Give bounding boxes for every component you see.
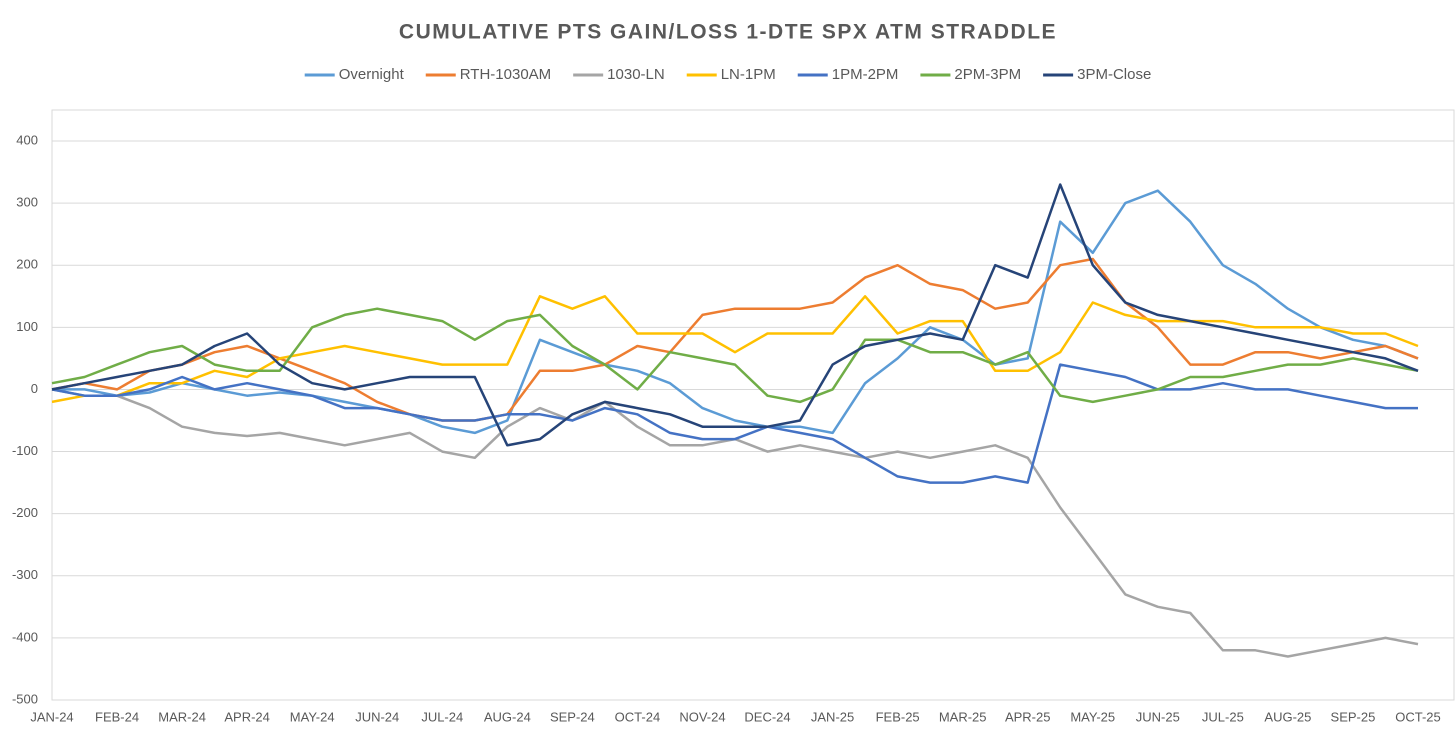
- legend-label: Overnight: [339, 66, 405, 83]
- y-tick-label: 100: [16, 319, 38, 334]
- y-tick-label: -300: [12, 567, 38, 582]
- series-line: [51, 307, 1419, 404]
- legend-label: 1030-LN: [607, 66, 665, 83]
- legend: Overnight RTH-1030AM 1030-LN LN-1PM 1PM-2PM 2…: [304, 66, 1151, 83]
- x-tick-label: MAY-24: [290, 709, 335, 724]
- x-tick-label: MAR-25: [939, 709, 987, 724]
- chart-title: CUMULATIVE PTS GAIN/LOSS 1-DTE SPX ATM S…: [399, 21, 1057, 44]
- series-line: [51, 363, 1418, 484]
- y-tick-label: 400: [16, 132, 38, 147]
- y-tick-label: 200: [16, 257, 38, 272]
- legend-label: 3PM-Close: [1077, 66, 1151, 83]
- x-tick-label: AUG-24: [484, 709, 531, 724]
- y-tick-label: 0: [31, 381, 38, 396]
- y-tick-label: -400: [12, 629, 38, 644]
- x-tick-label: JUL-25: [1202, 709, 1244, 724]
- legend-label: 2PM-3PM: [954, 66, 1021, 83]
- x-tick-label: JUN-24: [355, 709, 399, 724]
- x-tick-label: NOV-24: [679, 709, 725, 724]
- legend-label: RTH-1030AM: [460, 66, 551, 83]
- x-tick-label: JUN-25: [1136, 709, 1180, 724]
- x-tick-label: FEB-25: [876, 709, 920, 724]
- x-tick-label: OCT-24: [615, 709, 661, 724]
- x-tick-label: APR-24: [224, 709, 270, 724]
- x-tick-label: MAR-24: [158, 709, 206, 724]
- series-line: [52, 189, 1419, 435]
- x-tick-label: APR-25: [1005, 709, 1051, 724]
- x-tick-label: JAN-25: [811, 709, 854, 724]
- x-tick-label: MAY-25: [1070, 709, 1115, 724]
- x-tick-label: AUG-25: [1264, 709, 1311, 724]
- x-tick-label: OCT-25: [1395, 709, 1441, 724]
- x-tick-label: JUL-24: [421, 709, 463, 724]
- y-tick-label: -100: [12, 443, 38, 458]
- legend-label: 1PM-2PM: [832, 66, 899, 83]
- y-tick-label: -200: [12, 505, 38, 520]
- x-tick-label: SEP-25: [1331, 709, 1376, 724]
- x-tick-label: DEC-24: [744, 709, 790, 724]
- y-tick-label: -500: [12, 691, 38, 706]
- series-line: [51, 183, 1419, 447]
- x-tick-label: FEB-24: [95, 709, 139, 724]
- y-tick-label: 300: [16, 195, 38, 210]
- x-tick-label: JAN-24: [30, 709, 73, 724]
- legend-label: LN-1PM: [721, 66, 776, 83]
- x-tick-label: SEP-24: [550, 709, 595, 724]
